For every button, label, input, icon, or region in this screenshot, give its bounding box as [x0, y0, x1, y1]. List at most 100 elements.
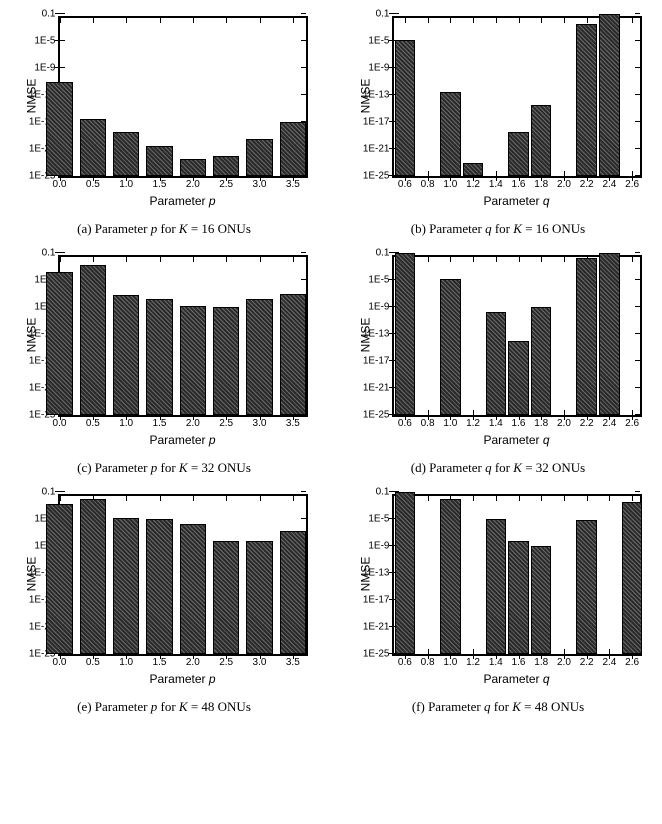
bar — [508, 132, 528, 176]
x-tick-mark — [564, 415, 565, 420]
y-tick-label: 1E-17 — [363, 356, 394, 367]
bar — [395, 492, 415, 654]
x-tick-mark — [160, 415, 161, 420]
y-tick-label: 1E-17 — [363, 117, 394, 128]
panel-caption: (b) Parameter q for K = 16 ONUs — [411, 218, 586, 237]
bar — [146, 519, 173, 654]
x-tick-mark — [405, 654, 406, 659]
x-tick-mark — [609, 415, 610, 420]
y-tick-label: 1E-25 — [363, 649, 394, 660]
x-tick-mark — [564, 176, 565, 181]
y-tick-label: 1E-25 — [363, 171, 394, 182]
y-axis-label: NMSE — [24, 79, 38, 114]
plot-area: 0.11E-51E-91E-131E-171E-211E-250.60.81.0… — [392, 494, 642, 656]
bar — [113, 132, 140, 176]
x-axis-label: Parameter q — [392, 433, 642, 447]
x-axis-label: Parameter p — [58, 672, 308, 686]
bar — [576, 258, 596, 415]
plot-area: 0.11E-51E-91E-131E-171E-211E-250.00.51.0… — [58, 494, 308, 656]
chart-panel: 0.11E-51E-91E-131E-171E-211E-250.60.81.0… — [346, 486, 651, 696]
panel-a: 0.11E-51E-91E-131E-171E-211E-250.00.51.0… — [6, 8, 322, 237]
bar — [146, 299, 173, 415]
bar — [80, 265, 107, 415]
bar — [180, 159, 207, 176]
x-tick-mark — [160, 176, 161, 181]
x-tick-mark — [260, 654, 261, 659]
x-tick-mark — [587, 654, 588, 659]
x-tick-mark — [293, 654, 294, 659]
bar — [508, 541, 528, 654]
y-tick-label: 1E-17 — [363, 595, 394, 606]
x-tick-mark — [541, 415, 542, 420]
bar — [46, 82, 73, 177]
x-tick-mark — [450, 415, 451, 420]
panel-c: 0.11E-51E-91E-131E-171E-211E-250.00.51.0… — [6, 247, 322, 476]
plot-area: 0.11E-51E-91E-131E-171E-211E-250.00.51.0… — [58, 16, 308, 178]
y-tick-label: 0.1 — [376, 487, 394, 498]
x-tick-mark — [260, 176, 261, 181]
x-tick-mark — [564, 654, 565, 659]
bar — [80, 119, 107, 176]
x-tick-mark — [632, 176, 633, 181]
x-tick-mark — [193, 415, 194, 420]
y-tick-label: 1E-5 — [368, 514, 393, 525]
y-tick-label: 1E-21 — [363, 622, 394, 633]
x-tick-mark — [226, 415, 227, 420]
x-tick-mark — [587, 415, 588, 420]
x-tick-mark — [93, 176, 94, 181]
x-axis-label: Parameter q — [392, 672, 642, 686]
panel-caption: (a) Parameter p for K = 16 ONUs — [77, 218, 251, 237]
x-axis-label: Parameter p — [58, 194, 308, 208]
bar — [113, 295, 140, 415]
x-tick-mark — [632, 415, 633, 420]
x-tick-mark — [226, 176, 227, 181]
bar — [576, 520, 596, 654]
x-tick-mark — [519, 654, 520, 659]
bar — [395, 40, 415, 176]
chart-panel: 0.11E-51E-91E-131E-171E-211E-250.00.51.0… — [12, 486, 317, 696]
plot-area: 0.11E-51E-91E-131E-171E-211E-250.00.51.0… — [58, 255, 308, 417]
chart-panel: 0.11E-51E-91E-131E-171E-211E-250.00.51.0… — [12, 8, 317, 218]
plot-area: 0.11E-51E-91E-131E-171E-211E-250.60.81.0… — [392, 16, 642, 178]
bar — [280, 531, 307, 654]
bar — [486, 519, 506, 654]
y-tick-label: 0.1 — [376, 248, 394, 259]
bar — [531, 546, 551, 654]
x-tick-mark — [193, 654, 194, 659]
bar — [599, 14, 619, 176]
bar — [146, 146, 173, 176]
x-tick-mark — [609, 176, 610, 181]
bar — [622, 502, 642, 654]
bar — [180, 524, 207, 654]
bar — [46, 272, 73, 415]
x-tick-mark — [193, 176, 194, 181]
y-tick-label: 0.1 — [42, 248, 60, 259]
panel-caption: (c) Parameter p for K = 32 ONUs — [77, 457, 251, 476]
x-tick-mark — [450, 654, 451, 659]
bar — [246, 139, 273, 176]
x-tick-mark — [519, 176, 520, 181]
chart-panel: 0.11E-51E-91E-131E-171E-211E-250.00.51.0… — [12, 247, 317, 457]
y-tick-label: 0.1 — [42, 487, 60, 498]
bar — [395, 253, 415, 415]
y-tick-label: 1E-25 — [363, 410, 394, 421]
y-tick-label: 0.1 — [42, 9, 60, 20]
bar — [440, 279, 460, 415]
y-axis-label: NMSE — [358, 318, 372, 353]
x-tick-mark — [160, 654, 161, 659]
bar — [486, 312, 506, 415]
x-tick-mark — [496, 654, 497, 659]
bar — [280, 122, 307, 176]
bar — [531, 105, 551, 176]
y-axis-label: NMSE — [358, 79, 372, 114]
x-tick-mark — [126, 654, 127, 659]
bar — [246, 299, 273, 415]
y-tick-label: 0.1 — [376, 9, 394, 20]
x-tick-mark — [473, 176, 474, 181]
x-tick-mark — [428, 654, 429, 659]
bar — [180, 306, 207, 415]
x-tick-mark — [587, 176, 588, 181]
x-tick-mark — [632, 654, 633, 659]
x-tick-mark — [60, 654, 61, 659]
chart-panel: 0.11E-51E-91E-131E-171E-211E-250.60.81.0… — [346, 8, 651, 218]
